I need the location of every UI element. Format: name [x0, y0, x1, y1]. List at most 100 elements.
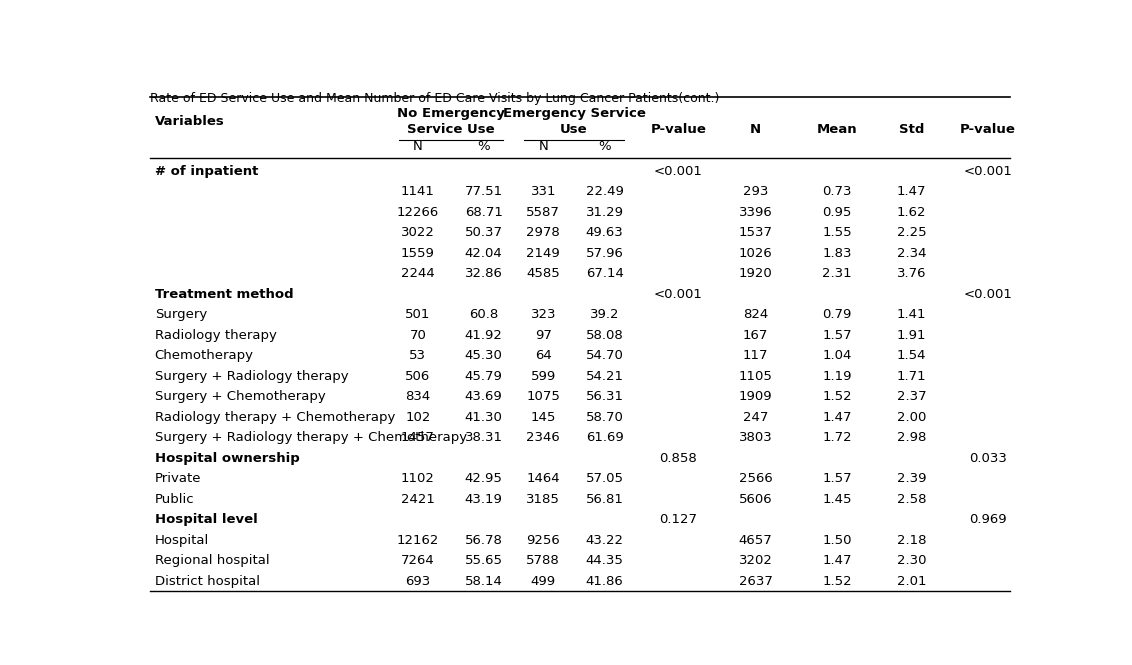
Text: Rate of ED Service Use and Mean Number of ED Care Visits by Lung Cancer Patients: Rate of ED Service Use and Mean Number o… — [151, 92, 720, 104]
Text: 1.50: 1.50 — [823, 533, 852, 547]
Text: 506: 506 — [405, 370, 430, 383]
Text: Mean: Mean — [817, 124, 858, 136]
Text: 2978: 2978 — [526, 226, 560, 239]
Text: 0.95: 0.95 — [823, 206, 852, 219]
Text: 41.86: 41.86 — [586, 575, 624, 588]
Text: 0.858: 0.858 — [660, 452, 697, 465]
Text: 56.81: 56.81 — [585, 493, 624, 505]
Text: 1.45: 1.45 — [823, 493, 852, 505]
Text: 97: 97 — [534, 329, 551, 342]
Text: 7264: 7264 — [401, 554, 435, 567]
Text: 3396: 3396 — [739, 206, 772, 219]
Text: %: % — [478, 140, 490, 154]
Text: N: N — [751, 124, 761, 136]
Text: 2.98: 2.98 — [897, 431, 926, 444]
Text: 3202: 3202 — [739, 554, 772, 567]
Text: 331: 331 — [531, 186, 556, 198]
Text: 3022: 3022 — [401, 226, 435, 239]
Text: 1457: 1457 — [401, 431, 435, 444]
Text: 44.35: 44.35 — [585, 554, 624, 567]
Text: 117: 117 — [743, 349, 769, 362]
Text: 2.34: 2.34 — [897, 247, 926, 260]
Text: 5587: 5587 — [526, 206, 560, 219]
Text: Radiology therapy: Radiology therapy — [155, 329, 276, 342]
Text: 55.65: 55.65 — [464, 554, 503, 567]
Text: No Emergency: No Emergency — [397, 106, 505, 120]
Text: 12162: 12162 — [396, 533, 439, 547]
Text: 31.29: 31.29 — [585, 206, 624, 219]
Text: P-value: P-value — [960, 124, 1017, 136]
Text: 56.31: 56.31 — [585, 390, 624, 403]
Text: 1909: 1909 — [739, 390, 772, 403]
Text: 43.19: 43.19 — [465, 493, 503, 505]
Text: 501: 501 — [405, 309, 430, 321]
Text: 58.14: 58.14 — [465, 575, 503, 588]
Text: 1.54: 1.54 — [897, 349, 926, 362]
Text: <0.001: <0.001 — [654, 165, 703, 178]
Text: 2421: 2421 — [401, 493, 435, 505]
Text: 64: 64 — [535, 349, 551, 362]
Text: 4657: 4657 — [739, 533, 772, 547]
Text: 2.01: 2.01 — [897, 575, 926, 588]
Text: 1075: 1075 — [526, 390, 560, 403]
Text: 1920: 1920 — [739, 267, 772, 281]
Text: 43.22: 43.22 — [585, 533, 624, 547]
Text: P-value: P-value — [651, 124, 706, 136]
Text: 56.78: 56.78 — [465, 533, 503, 547]
Text: 3803: 3803 — [739, 431, 772, 444]
Text: 58.70: 58.70 — [585, 411, 624, 424]
Text: 1.52: 1.52 — [822, 575, 852, 588]
Text: Hospital: Hospital — [155, 533, 209, 547]
Text: 3.76: 3.76 — [897, 267, 926, 281]
Text: 45.30: 45.30 — [465, 349, 503, 362]
Text: 323: 323 — [531, 309, 556, 321]
Text: Surgery + Radiology therapy + Chemotherapy: Surgery + Radiology therapy + Chemothera… — [155, 431, 466, 444]
Text: 2.18: 2.18 — [897, 533, 926, 547]
Text: 54.21: 54.21 — [585, 370, 624, 383]
Text: 39.2: 39.2 — [590, 309, 619, 321]
Text: 2.31: 2.31 — [822, 267, 852, 281]
Text: 42.95: 42.95 — [465, 472, 503, 485]
Text: 2149: 2149 — [526, 247, 560, 260]
Text: 38.31: 38.31 — [464, 431, 503, 444]
Text: 2.30: 2.30 — [897, 554, 926, 567]
Text: 1.62: 1.62 — [897, 206, 926, 219]
Text: 145: 145 — [531, 411, 556, 424]
Text: 2346: 2346 — [526, 431, 560, 444]
Text: 1141: 1141 — [401, 186, 435, 198]
Text: 2566: 2566 — [739, 472, 772, 485]
Text: N: N — [413, 140, 422, 154]
Text: Service Use: Service Use — [406, 124, 495, 136]
Text: 5788: 5788 — [526, 554, 560, 567]
Text: 58.08: 58.08 — [586, 329, 624, 342]
Text: 1.52: 1.52 — [822, 390, 852, 403]
Text: 1559: 1559 — [401, 247, 435, 260]
Text: Use: Use — [560, 124, 588, 136]
Text: 67.14: 67.14 — [585, 267, 624, 281]
Text: 1537: 1537 — [738, 226, 773, 239]
Text: 693: 693 — [405, 575, 430, 588]
Text: Regional hospital: Regional hospital — [155, 554, 269, 567]
Text: 1102: 1102 — [401, 472, 435, 485]
Text: 3185: 3185 — [526, 493, 560, 505]
Text: 49.63: 49.63 — [586, 226, 624, 239]
Text: 61.69: 61.69 — [586, 431, 624, 444]
Text: District hospital: District hospital — [155, 575, 259, 588]
Text: %: % — [599, 140, 611, 154]
Text: 2.00: 2.00 — [897, 411, 926, 424]
Text: 43.69: 43.69 — [465, 390, 503, 403]
Text: 0.127: 0.127 — [660, 513, 697, 526]
Text: 1.71: 1.71 — [897, 370, 927, 383]
Text: Surgery: Surgery — [155, 309, 207, 321]
Text: 247: 247 — [743, 411, 769, 424]
Text: 1.91: 1.91 — [897, 329, 926, 342]
Text: 1.47: 1.47 — [823, 411, 852, 424]
Text: 1.57: 1.57 — [822, 472, 852, 485]
Text: 1.47: 1.47 — [823, 554, 852, 567]
Text: <0.001: <0.001 — [963, 165, 1012, 178]
Text: N: N — [539, 140, 548, 154]
Text: 42.04: 42.04 — [465, 247, 503, 260]
Text: 293: 293 — [743, 186, 769, 198]
Text: Hospital level: Hospital level — [155, 513, 257, 526]
Text: Hospital ownership: Hospital ownership — [155, 452, 299, 465]
